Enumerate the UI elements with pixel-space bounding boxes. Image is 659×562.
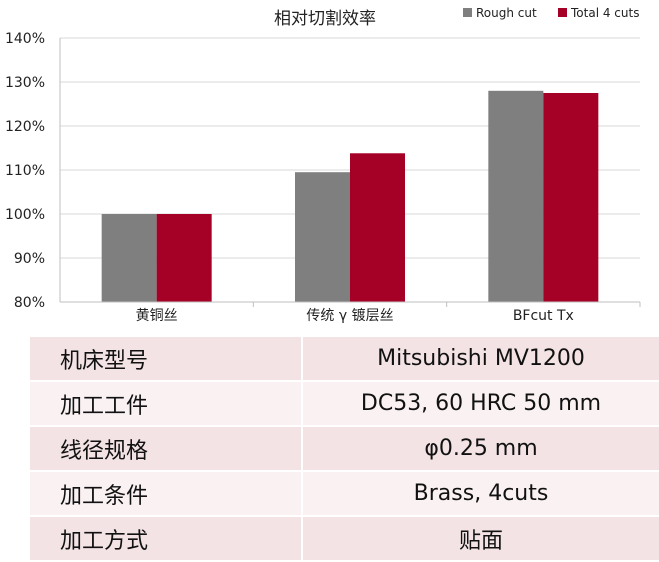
y-tick-label: 120% (5, 119, 45, 135)
y-tick-label: 80% (14, 295, 45, 311)
legend-swatch-total (558, 8, 567, 17)
bar-chart: 80% 90% 100% 110% 120% 130% 140% 黄铜丝 传统 γ 镀层丝 BFc… (5, 6, 641, 324)
bar-rough-cut (101, 214, 157, 302)
legend-swatch-rough (463, 8, 472, 17)
bar-rough-cut (295, 172, 350, 302)
y-tick-label: 140% (5, 31, 45, 47)
bar-total-4-cuts (350, 153, 405, 302)
table-row: 机床型号 Mitsubishi MV1200 (30, 337, 659, 382)
spec-key: 线径规格 (30, 426, 302, 472)
table-row: 加工条件 Brass, 4cuts (30, 471, 659, 517)
table-row: 加工方式 贴面 (30, 516, 659, 562)
x-category-label: 传统 γ 镀层丝 (306, 307, 393, 324)
bar-rough-cut (488, 90, 544, 302)
legend-label-total: Total 4 cuts (570, 6, 639, 20)
table-row: 线径规格 φ0.25 mm (30, 426, 659, 472)
x-category-label: 黄铜丝 (136, 307, 178, 324)
y-tick-label: 130% (5, 75, 45, 91)
bars (101, 90, 599, 302)
spec-value: Mitsubishi MV1200 (301, 337, 659, 382)
axes: 80% 90% 100% 110% 120% 130% 140% 黄铜丝 传统 γ 镀层丝 BFc… (5, 31, 641, 324)
spec-key: 机床型号 (30, 337, 302, 382)
table-row: 加工工件 DC53, 60 HRC 50 mm (30, 381, 659, 427)
legend: Rough cut Total 4 cuts (463, 6, 639, 20)
spec-key: 加工条件 (30, 471, 302, 517)
spec-key: 加工方式 (30, 516, 302, 562)
spec-table: 机床型号 Mitsubishi MV1200 加工工件 DC53, 60 HRC… (30, 337, 659, 562)
spec-value: Brass, 4cuts (301, 471, 659, 517)
spec-value: 贴面 (301, 516, 659, 562)
spec-value: DC53, 60 HRC 50 mm (301, 381, 659, 427)
chart-area: 80% 90% 100% 110% 120% 130% 140% 黄铜丝 传统 γ 镀层丝 BFc… (5, 6, 641, 324)
y-tick-label: 90% (14, 251, 45, 267)
chart-title: 相对切割效率 (274, 9, 376, 29)
y-tick-label: 100% (5, 207, 45, 223)
spec-key: 加工工件 (30, 381, 302, 427)
spec-value: φ0.25 mm (301, 426, 659, 472)
y-tick-label: 110% (5, 163, 45, 179)
bar-total-4-cuts (543, 93, 599, 302)
x-category-label: BFcut Tx (513, 308, 574, 324)
bar-total-4-cuts (156, 214, 212, 302)
legend-label-rough: Rough cut (476, 6, 537, 20)
